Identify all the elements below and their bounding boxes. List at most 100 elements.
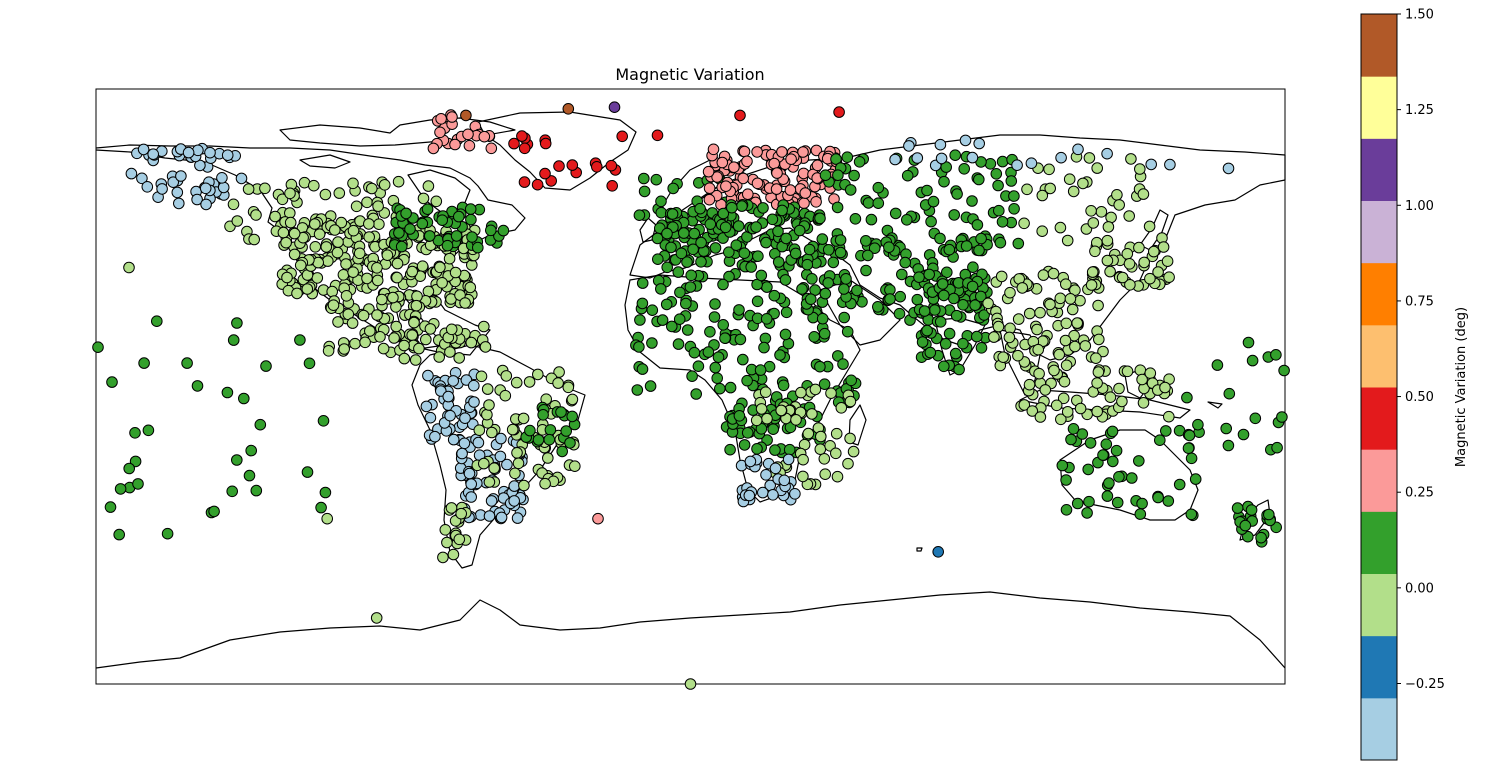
station-point (606, 180, 619, 192)
station-point (845, 374, 858, 387)
station-point (1044, 182, 1056, 195)
station-point (674, 286, 686, 299)
station-point (387, 291, 399, 304)
station-point (1084, 437, 1097, 449)
colorbar-swatches (1361, 14, 1397, 761)
station-point (1220, 422, 1232, 435)
station-point (1059, 334, 1072, 347)
station-point (1032, 343, 1044, 356)
station-point (1050, 399, 1063, 412)
station-point (672, 266, 685, 278)
station-point (733, 304, 745, 316)
station-point (678, 227, 690, 239)
station-point (1021, 183, 1033, 196)
station-point (766, 213, 779, 226)
station-point (284, 216, 297, 229)
station-point (943, 243, 956, 256)
station-point (1023, 307, 1036, 320)
station-point (684, 281, 697, 293)
station-point (918, 305, 931, 317)
station-point (319, 188, 332, 201)
station-point (508, 495, 521, 507)
station-point (703, 182, 716, 194)
station-point (259, 182, 271, 195)
station-point (751, 443, 763, 455)
station-point (605, 159, 618, 172)
station-point (566, 410, 579, 423)
station-point (872, 197, 885, 209)
station-point (532, 434, 545, 446)
station-point (423, 230, 436, 242)
station-point (327, 299, 340, 312)
station-point (736, 200, 748, 212)
station-point (687, 243, 699, 256)
station-point (1113, 199, 1125, 211)
station-point (1012, 349, 1024, 362)
station-point (1003, 331, 1016, 344)
station-point (847, 445, 860, 458)
station-point (943, 327, 956, 340)
station-point (884, 293, 896, 305)
station-point (508, 137, 520, 150)
station-point (973, 173, 985, 186)
station-point (849, 213, 862, 225)
station-point (245, 444, 257, 457)
station-point (1097, 345, 1109, 358)
station-point (320, 241, 333, 253)
station-point (1157, 241, 1170, 253)
station-point (780, 306, 793, 319)
station-point (717, 207, 730, 220)
station-point (436, 277, 448, 289)
station-point (1026, 405, 1039, 417)
station-point (439, 524, 452, 536)
station-point (779, 274, 792, 286)
station-point (883, 241, 895, 253)
colorbar-tick-label: 0.00 (1405, 581, 1434, 596)
station-point (835, 402, 848, 414)
colorbar-swatch (1361, 138, 1397, 201)
station-point (381, 249, 394, 261)
station-point (1111, 496, 1124, 509)
station-point (966, 195, 978, 207)
station-point (390, 320, 403, 333)
station-point (478, 320, 490, 333)
station-point (831, 470, 844, 483)
station-point (591, 161, 603, 173)
station-point (137, 143, 150, 156)
station-point (995, 270, 1008, 283)
station-point (539, 167, 551, 180)
station-point (495, 511, 508, 524)
station-point (413, 342, 425, 355)
station-point (973, 137, 986, 150)
station-point (738, 247, 751, 259)
station-point (948, 209, 961, 221)
station-point (506, 423, 519, 436)
station-point (1082, 463, 1094, 476)
station-point (1056, 459, 1069, 472)
station-point (814, 212, 826, 225)
station-point (458, 437, 471, 450)
station-point (714, 382, 726, 395)
station-point (465, 336, 478, 349)
station-point (796, 283, 808, 295)
station-point (542, 452, 554, 464)
station-point (948, 292, 960, 305)
station-point (694, 202, 706, 215)
station-point (1263, 508, 1275, 521)
station-point (913, 271, 925, 284)
station-point (789, 488, 801, 500)
station-point (114, 483, 127, 495)
station-point (799, 187, 812, 199)
station-point (758, 341, 770, 354)
station-point (818, 327, 831, 340)
station-point (810, 144, 823, 157)
station-point (757, 486, 769, 499)
station-point (1085, 205, 1097, 217)
station-point (1134, 163, 1146, 175)
station-point (408, 316, 420, 329)
station-point (761, 412, 773, 425)
station-point (226, 485, 238, 498)
station-point (783, 443, 796, 456)
station-point (315, 501, 327, 514)
